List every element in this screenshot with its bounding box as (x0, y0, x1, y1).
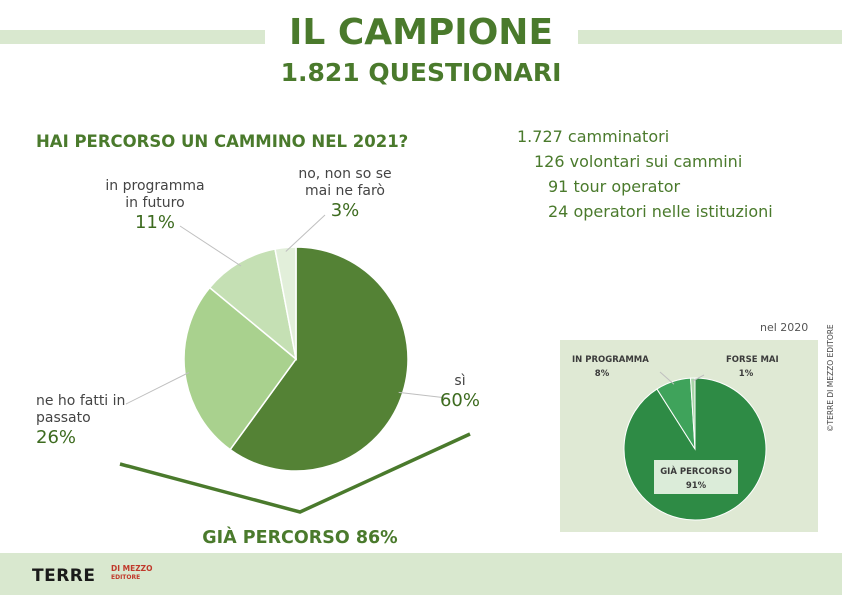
main-pie-value-3: 3% (331, 200, 360, 221)
main-pie-value-1: 26% (36, 427, 76, 448)
main-pie-label-2-0: in programma (105, 178, 204, 194)
main-pie-value-0: 60% (440, 390, 480, 411)
inset-label-2: FORSE MAI (726, 355, 779, 365)
main-pie-leader-0 (398, 391, 448, 399)
already-walked-bracket (119, 432, 471, 514)
page-subtitle: 1.821 QUESTIONARI (280, 58, 562, 87)
inset-value-0: 91% (686, 481, 707, 491)
main-pie-label-2-1: in futuro (125, 195, 184, 211)
footer-band (0, 553, 842, 595)
stat-institution-operators: 24 operatori nelle istituzioni (548, 202, 773, 221)
inset-value-2: 1% (739, 369, 754, 379)
main-pie-label-3-1: mai ne farò (305, 183, 385, 199)
main-pie-label-1-1: passato (36, 410, 91, 426)
main-pie-slice-3 (274, 246, 297, 360)
inset-pie-slice-2 (690, 377, 696, 450)
publisher-logo-sub: DI MEZZO (111, 564, 153, 573)
inset-leader-1 (659, 371, 675, 385)
publisher-logo-sub2: EDITORE (111, 574, 141, 581)
main-pie-label-3-0: no, non so se (298, 166, 391, 182)
publisher-logo: TERRE (32, 566, 96, 586)
inset-label-1: IN PROGRAMMA (572, 355, 649, 365)
inset-chart-title: nel 2020 (760, 321, 809, 334)
main-chart-title: HAI PERCORSO UN CAMMINO NEL 2021? (36, 132, 409, 151)
inset-leader-2 (692, 374, 705, 382)
stat-volunteers: 126 volontari sui cammini (534, 152, 743, 171)
inset-label-0: GIÀ PERCORSO (660, 465, 732, 477)
main-pie-leader-3 (285, 214, 326, 252)
page-title: IL CAMPIONE (288, 12, 554, 53)
main-pie-slice-2 (208, 248, 298, 361)
inset-value-1: 8% (595, 369, 610, 379)
main-pie-slice-0 (229, 246, 409, 472)
already-walked-total: GIÀ PERCORSO 86% (202, 526, 397, 548)
inset-main-label-box (654, 460, 738, 494)
header-band-right (578, 30, 842, 44)
stat-tour-operators: 91 tour operator (548, 177, 681, 196)
header-band-left (0, 30, 265, 44)
main-pie-value-2: 11% (135, 212, 175, 233)
main-pie-leader-2 (179, 225, 242, 267)
main-pie-label-1-0: ne ho fatti in (36, 393, 125, 409)
stat-walkers: 1.727 camminatori (517, 127, 670, 146)
copyright-note: ©TERRE DI MEZZO EDITORE (826, 324, 835, 432)
main-pie-slice-1 (183, 286, 298, 451)
main-pie-label-0-0: sì (454, 373, 465, 389)
main-pie-leader-1 (125, 372, 190, 405)
